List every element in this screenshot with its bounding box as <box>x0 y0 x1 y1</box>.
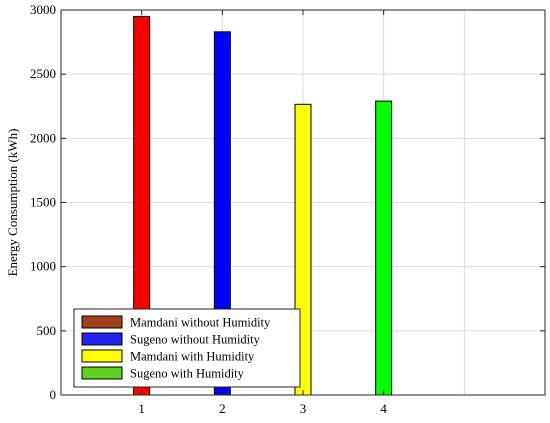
legend-swatch-3 <box>81 366 123 380</box>
legend-entry-2: Mamdani with Humidity <box>130 350 255 364</box>
y-tick-label-6: 3000 <box>30 2 56 17</box>
x-tick-label-3: 4 <box>380 401 387 416</box>
legend-swatch-2 <box>81 349 123 363</box>
y-tick-label-2: 1000 <box>30 259 56 274</box>
y-axis-label: Energy Consumption (kWh) <box>5 129 20 277</box>
y-tick-label-0: 0 <box>50 387 57 402</box>
legend: Mamdani without Humidity Sugeno without H… <box>73 308 301 388</box>
legend-swatch-0 <box>81 315 123 329</box>
x-tick-label-0: 1 <box>138 401 145 416</box>
y-tick-label-3: 1500 <box>30 195 56 210</box>
legend-swatch-1 <box>81 332 123 346</box>
axis-ticks: 0 500 1000 1500 2000 2500 3000 1 2 3 4 <box>30 2 545 416</box>
x-tick-label-2: 3 <box>300 401 307 416</box>
x-tick-label-1: 2 <box>219 401 226 416</box>
legend-entry-0: Mamdani without Humidity <box>130 316 271 330</box>
y-tick-label-4: 2000 <box>30 130 56 145</box>
legend-entry-1: Sugeno without Humidity <box>130 333 261 347</box>
bar-4 <box>375 100 393 396</box>
y-tick-label-1: 500 <box>37 323 57 338</box>
y-tick-label-5: 2500 <box>30 66 56 81</box>
legend-entry-3: Sugeno with Humidity <box>130 367 245 381</box>
